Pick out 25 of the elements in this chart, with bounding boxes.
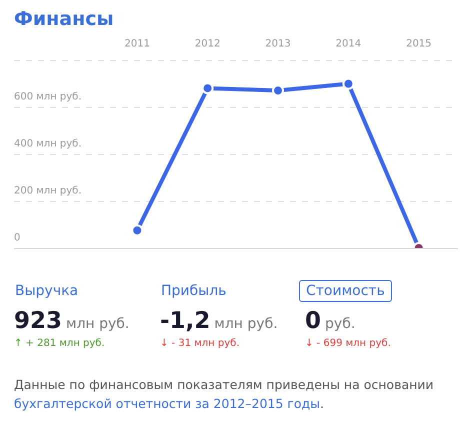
text: млн руб. [214,316,278,332]
text: ↓ - 31 млн руб. [160,338,240,349]
x-tick-label: 2012 [194,38,220,50]
y-tick-label: 0 [14,232,20,244]
x-tick-label: 2013 [265,38,291,50]
text: руб. [325,316,356,332]
text: Прибыль [160,282,228,301]
text: -1,2 [160,308,210,334]
y-tick-label: 600 млн руб. [14,92,82,103]
text: 923 [14,308,62,334]
x-tick-label: 2014 [336,38,362,50]
text: Стоимость [299,280,392,302]
text: 0 [305,308,322,334]
text: Выручка [14,282,80,301]
text: млн руб. [66,316,130,332]
text: бухгалтерской отчетности за 2012–2015 годы [14,396,320,411]
x-tick-label: 2015 [406,38,432,50]
text: ↓ - 699 млн руб. [305,338,392,349]
text: . [320,396,324,411]
text: ↑ + 281 млн руб. [14,338,105,349]
chart-title: Финансы [14,8,114,30]
x-tick-label: 2011 [124,38,150,50]
y-tick-label: 200 млн руб. [14,186,82,197]
y-tick-label: 400 млн руб. [14,138,82,150]
text: Данные по финансовым показателям приведены на основании [14,377,434,392]
